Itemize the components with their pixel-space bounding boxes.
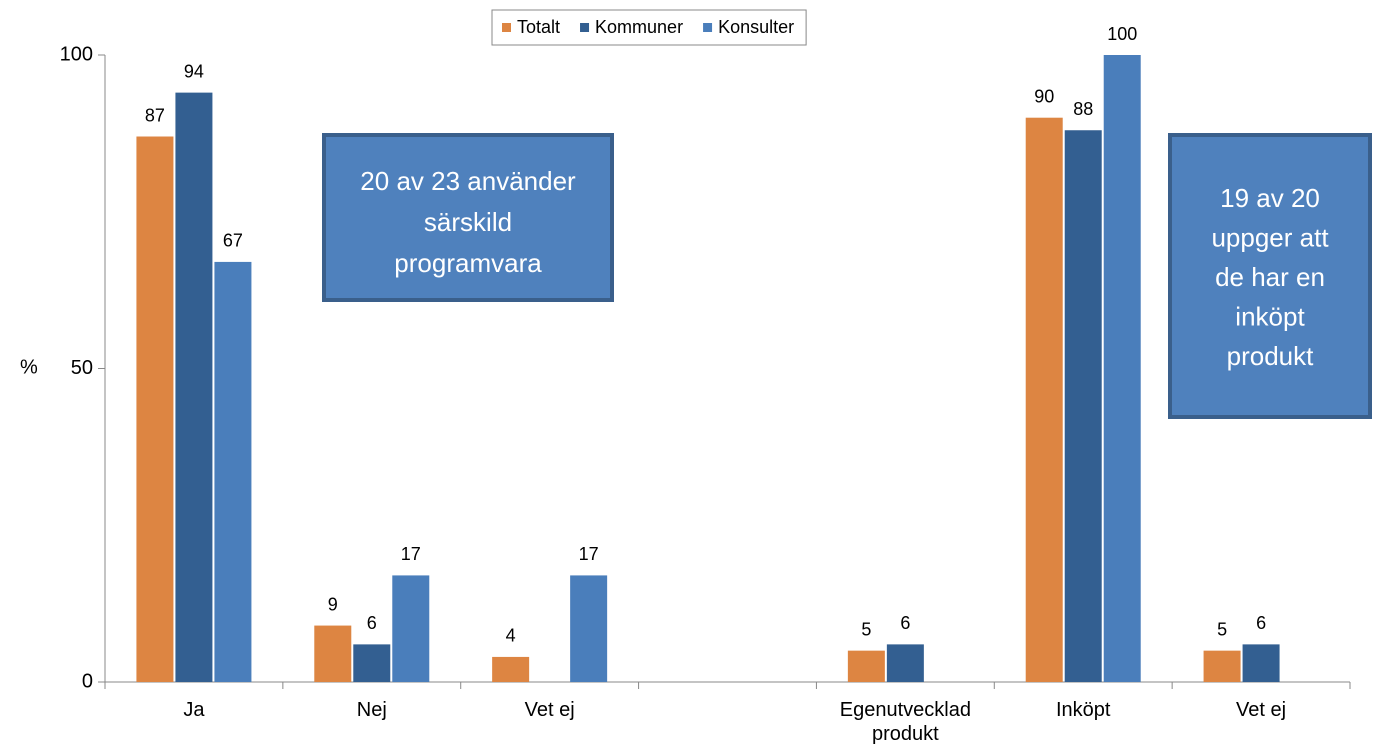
data-label: 17 (579, 544, 599, 564)
data-label: 87 (145, 105, 165, 125)
bar (847, 650, 885, 682)
x-tick-label: Ja (183, 699, 205, 721)
data-label: 4 (506, 626, 516, 646)
annotation-text: särskild (424, 207, 512, 237)
bar (392, 575, 430, 682)
annotation-text: 19 av 20 (1220, 183, 1320, 213)
data-label: 9 (328, 594, 338, 614)
bar (492, 656, 530, 682)
annotation-text: programvara (394, 248, 542, 278)
legend-swatch (580, 23, 590, 32)
annotation-box (322, 133, 614, 302)
bar (1064, 130, 1102, 683)
data-label: 67 (223, 231, 243, 251)
data-label: 6 (900, 613, 910, 633)
bar (1025, 117, 1063, 682)
annotation-text: inköpt (1235, 301, 1305, 331)
data-label: 100 (1107, 24, 1137, 44)
bar (1203, 650, 1241, 682)
y-axis-label: % (20, 356, 38, 378)
data-label: 94 (184, 61, 204, 81)
data-label: 90 (1034, 86, 1054, 106)
data-label: 6 (1256, 613, 1266, 633)
bar (314, 625, 352, 682)
annotation-text: 20 av 23 använder (360, 166, 576, 196)
annotation-text: uppger att (1211, 222, 1329, 252)
annotation-text: de har en (1215, 262, 1325, 292)
bar (886, 644, 924, 682)
legend-box (491, 9, 807, 46)
legend-label: Kommuner (595, 17, 683, 37)
bar (1103, 55, 1141, 682)
x-tick-label: Inköpt (1055, 699, 1111, 721)
data-label: 6 (367, 613, 377, 633)
annotation-text: produkt (1227, 341, 1314, 371)
y-tick-label: 50 (71, 357, 93, 379)
data-label: 5 (1217, 619, 1227, 639)
x-tick-label: Vet ej (524, 699, 575, 721)
bar (175, 92, 213, 683)
data-label: 17 (401, 544, 421, 564)
bar (1242, 644, 1280, 682)
x-tick-label: Nej (356, 699, 387, 721)
bar (214, 261, 252, 682)
y-tick-label: 100 (60, 43, 93, 65)
y-tick-label: 0 (82, 670, 93, 692)
annotation-box (1168, 133, 1372, 419)
legend-swatch (502, 23, 511, 32)
bar (353, 644, 391, 682)
legend-label: Totalt (517, 17, 560, 37)
x-tick-label: Egenutvecklad produkt (839, 699, 971, 745)
data-label: 88 (1073, 99, 1093, 119)
x-tick-label: Vet ej (1236, 699, 1287, 721)
legend-label: Konsulter (718, 17, 794, 37)
data-label: 5 (861, 619, 871, 639)
bar (136, 136, 174, 682)
legend-swatch (703, 23, 713, 32)
bar (570, 575, 608, 682)
